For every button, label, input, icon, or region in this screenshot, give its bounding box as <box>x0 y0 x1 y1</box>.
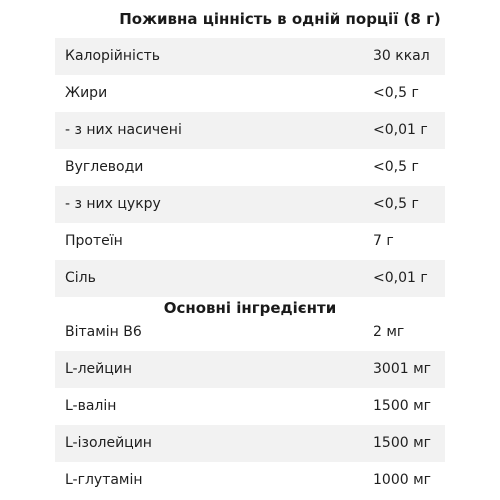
row-value: <0,5 г <box>373 159 419 175</box>
row-value: 2 мг <box>373 324 405 340</box>
table-row: Калорійність 30 ккал <box>55 38 445 75</box>
row-label: Калорійність <box>65 48 161 64</box>
row-label: Жири <box>65 85 108 101</box>
row-label: Вуглеводи <box>65 159 144 175</box>
row-value: <0,5 г <box>373 85 419 101</box>
table-row: Вітамін В6 2 мг <box>55 314 445 351</box>
nutrition-title: Поживна цінність в одній порції (8 г) <box>119 10 441 28</box>
table-row: Сіль <0,01 г <box>55 260 445 297</box>
row-value: 30 ккал <box>373 48 430 64</box>
row-value: 7 г <box>373 233 394 249</box>
table-row: - з них насичені <0,01 г <box>55 112 445 149</box>
table-row: L-ізолейцин 1500 мг <box>55 425 445 462</box>
table-row: Жири <0,5 г <box>55 75 445 112</box>
row-label: - з них насичені <box>65 122 182 138</box>
table-row: Протеїн 7 г <box>55 223 445 260</box>
row-label: Вітамін В6 <box>65 324 142 340</box>
row-value: 1500 мг <box>373 435 431 451</box>
row-label: Сіль <box>65 270 96 286</box>
table-row: Вуглеводи <0,5 г <box>55 149 445 186</box>
row-value: 1500 мг <box>373 398 431 414</box>
ingredients-title: Основні інгредієнти <box>163 299 337 317</box>
table-row: L-валін 1500 мг <box>55 388 445 425</box>
row-label: L-ізолейцин <box>65 435 152 451</box>
row-value: 3001 мг <box>373 361 431 377</box>
row-label: L-валін <box>65 398 117 414</box>
row-value: <0,01 г <box>373 122 428 138</box>
table-row: - з них цукру <0,5 г <box>55 186 445 223</box>
row-label: - з них цукру <box>65 196 161 212</box>
row-label: Протеїн <box>65 233 123 249</box>
row-label: L-глутамін <box>65 472 143 488</box>
row-value: <0,5 г <box>373 196 419 212</box>
row-value: 1000 мг <box>373 472 431 488</box>
table-row: L-лейцин 3001 мг <box>55 351 445 388</box>
row-value: <0,01 г <box>373 270 428 286</box>
table-row: L-глутамін 1000 мг <box>55 462 445 499</box>
row-label: L-лейцин <box>65 361 133 377</box>
